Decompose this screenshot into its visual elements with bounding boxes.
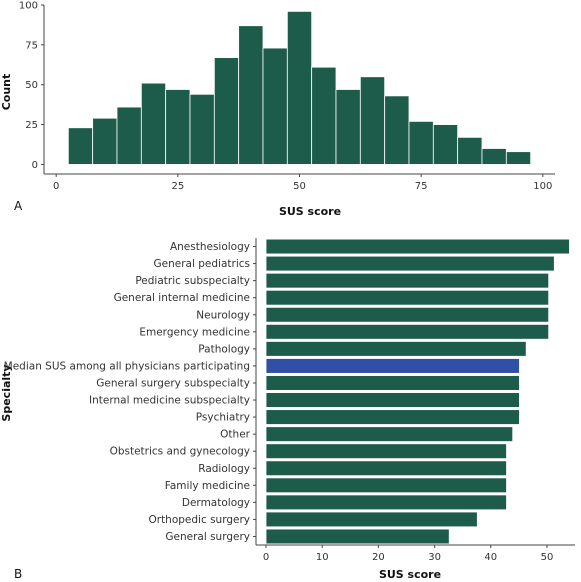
specialty-bar (265, 272, 550, 289)
specialty-x-tick-label: 50 (541, 552, 554, 563)
specialty-category-label: Pediatric subspecialty (135, 275, 250, 287)
specialty-bar-panel: B SUS score Specialty 0 10 20 30 40 50 Anesthe… (0, 238, 575, 581)
histogram-x-tick-label: 50 (293, 181, 306, 192)
histogram-bar (67, 127, 94, 165)
specialty-category-label: Median SUS among all physicians particip… (4, 360, 250, 372)
histogram-bar (311, 66, 337, 165)
histogram-y-axis-label: Count (0, 74, 13, 111)
specialty-x-axis-label: SUS score (379, 568, 441, 581)
histogram-bar (165, 89, 191, 165)
specialty-x-tick-label: 30 (428, 552, 441, 563)
specialty-x-tick-label: 0 (263, 552, 269, 563)
specialty-bar (265, 511, 478, 528)
histogram-bar (140, 82, 167, 165)
specialty-x-tick-label: 20 (372, 552, 385, 563)
specialty-bar (265, 494, 507, 511)
histogram-bar (457, 136, 483, 165)
specialty-category-label: Family medicine (165, 480, 250, 492)
specialty-category-label: Internal medicine subspecialty (89, 395, 250, 407)
specialty-category-label: Other (220, 429, 250, 441)
median-bar (265, 358, 520, 374)
specialty-category-label: Obstetrics and gynecology (110, 446, 250, 458)
specialty-category-label: Psychiatry (196, 412, 250, 424)
histogram-bar (408, 120, 434, 165)
histogram-bar (359, 76, 386, 165)
specialty-bar (265, 409, 520, 425)
specialty-category-label: Radiology (198, 463, 250, 475)
specialty-bar (265, 323, 550, 340)
histogram-y-tick-label: 0 (32, 160, 38, 171)
histogram-bar (432, 124, 459, 165)
histogram-bar (92, 117, 118, 165)
histogram-y-tick-label: 25 (25, 120, 38, 131)
histogram-bar (481, 148, 507, 165)
specialty-bar (265, 426, 514, 442)
panel-label-a: A (14, 199, 23, 213)
specialty-x-tick-label: 40 (484, 552, 497, 563)
histogram-bar (189, 93, 215, 165)
histogram-bar (286, 10, 313, 165)
histogram-bar (238, 25, 264, 165)
specialty-bar (265, 375, 520, 391)
specialty-bar (265, 477, 507, 494)
histogram-y-tick-label: 75 (25, 40, 38, 51)
specialty-category-label: General internal medicine (114, 292, 250, 304)
histogram-x-tick-label: 25 (171, 181, 184, 192)
histogram-bar (505, 151, 532, 165)
histogram-y-tick-label: 50 (25, 80, 38, 91)
specialty-category-label: Orthopedic surgery (148, 514, 250, 526)
histogram-bar (116, 106, 142, 165)
specialty-category-label: Pathology (198, 343, 250, 355)
histogram-bar (213, 57, 240, 165)
specialty-bar (265, 443, 507, 460)
specialty-bar (265, 306, 550, 323)
specialty-category-label: Emergency medicine (139, 326, 250, 338)
specialty-bar (265, 392, 520, 408)
histogram-x-tick-label: 0 (53, 181, 59, 192)
specialty-bar (265, 528, 450, 545)
histogram-bar (335, 89, 361, 165)
specialty-category-label: General pediatrics (154, 258, 250, 270)
histogram-x-tick-label: 100 (533, 181, 552, 192)
histogram-x-axis-label: SUS score (279, 205, 341, 218)
histogram-panel: A SUS score Count 0 25 50 75 100 0 25 50 75 100 (0, 1, 555, 218)
specialty-category-label: Neurology (196, 309, 250, 321)
histogram-y-tick-label: 100 (19, 1, 38, 12)
panel-label-b: B (14, 567, 22, 581)
histogram-bar (262, 47, 288, 165)
specialty-y-axis-label: Specialty (0, 364, 13, 421)
specialty-category-label: Dermatology (182, 497, 250, 509)
specialty-category-label: General surgery (165, 531, 250, 543)
specialty-x-tick-label: 10 (316, 552, 329, 563)
specialty-category-label: Anesthesiology (170, 241, 250, 253)
histogram-x-tick-label: 75 (415, 181, 428, 192)
specialty-bar (265, 255, 555, 272)
specialty-category-label: General surgery subspecialty (96, 377, 250, 389)
specialty-bar (265, 289, 550, 306)
specialty-bar (265, 460, 507, 477)
specialty-bar (265, 341, 527, 357)
specialty-bar (265, 238, 570, 255)
histogram-bar (384, 95, 410, 165)
